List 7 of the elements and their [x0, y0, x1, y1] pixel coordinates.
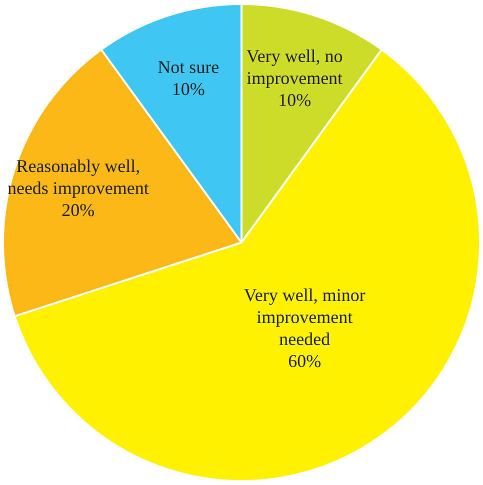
slice-label: Very well, minor improvement needed	[244, 285, 366, 350]
slice-label: Very well, no improvement	[246, 46, 343, 88]
data-label: 10%	[172, 78, 205, 99]
data-label: 20%	[62, 200, 95, 220]
slice-label: Not sure	[158, 56, 220, 77]
data-label: 10%	[278, 90, 312, 110]
data-label: 60%	[288, 351, 322, 372]
